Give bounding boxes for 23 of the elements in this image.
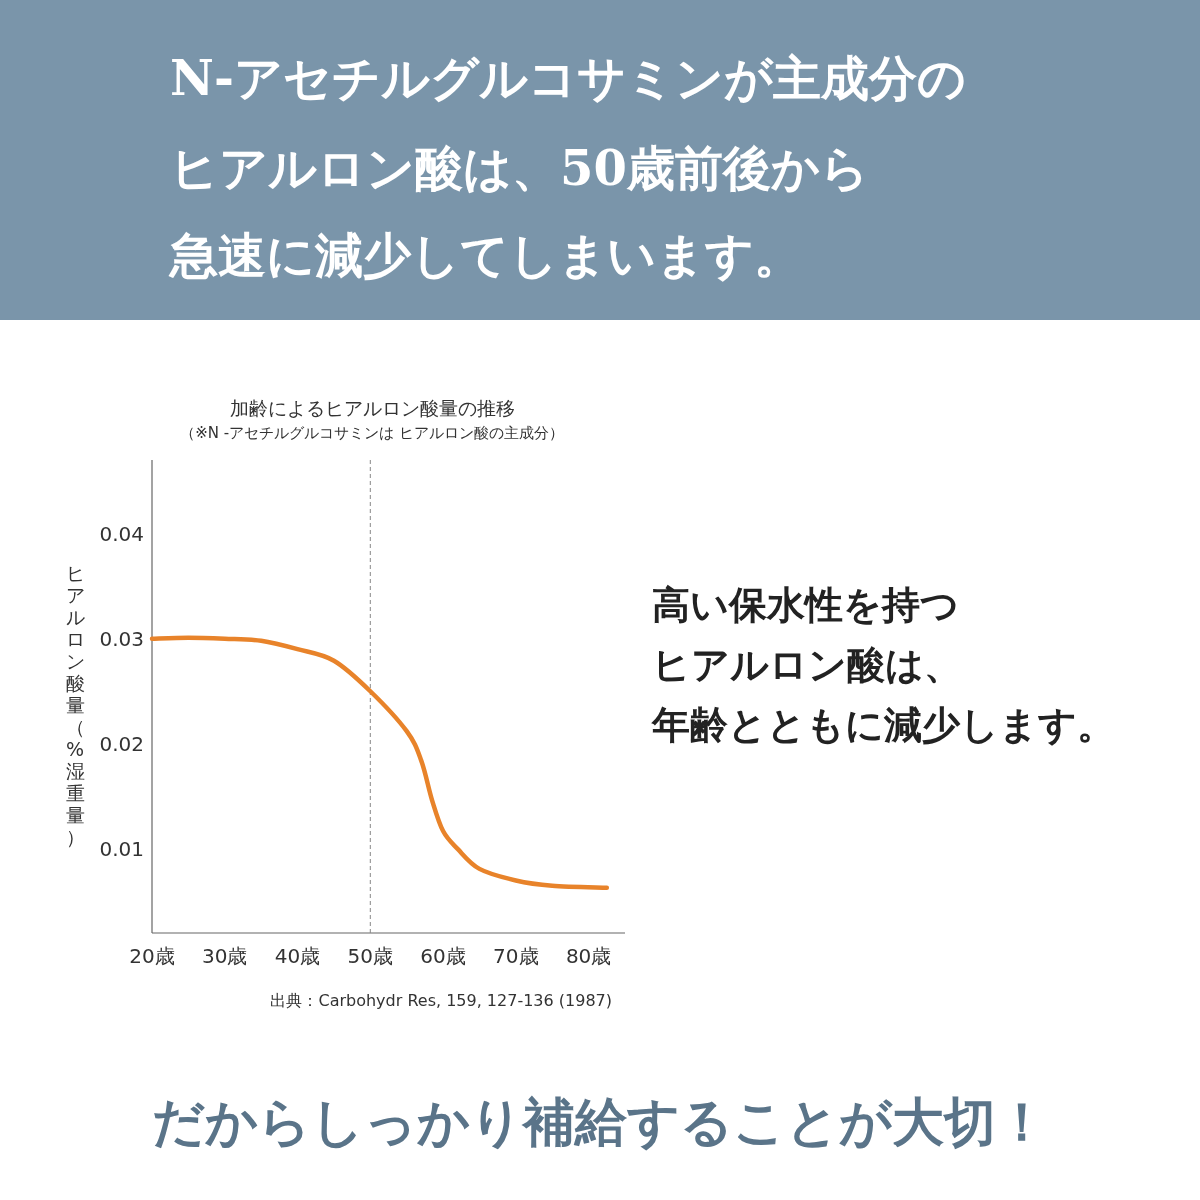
text: N-アセチルグルコサミンが主成分の [170,50,966,106]
x-tick-label: 60歳 [420,944,466,968]
text: ヒアルロン酸は、50歳前後から [170,140,869,196]
text: 年齢とともに減少します。 [651,702,1115,747]
y-tick-label: 0.04 [99,521,144,546]
text: 急速に減少してしまいます。 [168,227,802,283]
text: 高い保水性を持つ [652,582,959,627]
x-tick-label: 80歳 [565,944,612,968]
y-tick-label: 0.02 [99,731,144,756]
text: だからしっかり補給することが大切！ [152,1091,1048,1152]
chart-title: 加齢によるヒアルロン酸量の推移 [229,397,515,419]
x-tick-label: 40歳 [274,944,321,968]
x-tick-label: 20歳 [129,944,175,968]
text: ヒアルロン酸は、 [652,642,962,687]
y-tick-label: 0.03 [99,626,144,651]
source-note: 出典：Carbohydr Res, 159, 127-136 (1987) [270,991,612,1010]
text: ヒアルロン酸量（%湿重量） [65,562,85,848]
y-tick-label: 0.01 [99,836,144,861]
x-tick-label: 70歳 [493,944,539,968]
chart-subtitle: （※N -アセチルグルコサミンは ヒアルロン酸の主成分） [180,424,564,442]
x-tick-label: 50歳 [347,944,394,968]
x-tick-label: 30歳 [202,944,248,968]
line-series [149,635,610,891]
